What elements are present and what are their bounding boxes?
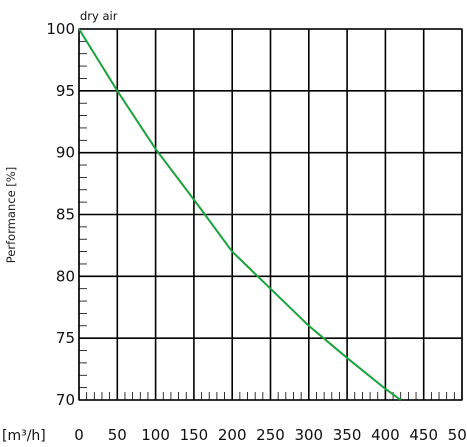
y-tick-label: 75: [56, 329, 75, 347]
minor-ticks: [78, 28, 463, 401]
x-tick-label: 150: [180, 426, 209, 444]
y-tick-label: 70: [56, 391, 75, 409]
x-tick-label: 400: [371, 426, 400, 444]
y-tick-label: 90: [56, 144, 75, 162]
x-tick-label: 200: [218, 426, 247, 444]
y-tick-label: 85: [56, 206, 75, 224]
y-tick-label: 100: [46, 20, 75, 38]
x-tick-label: 300: [294, 426, 323, 444]
chart-title: dry air: [80, 9, 118, 23]
x-tick-label: 500: [448, 426, 467, 444]
x-axis-unit: [m³/h]: [2, 428, 46, 444]
y-tick-label: 95: [56, 82, 75, 100]
series-line: [78, 28, 402, 401]
x-tick-label: 0: [74, 426, 84, 444]
series-layer: [78, 28, 402, 401]
x-tick-label: 250: [256, 426, 285, 444]
y-axis-label: Performance [%]: [4, 167, 18, 263]
x-tick-label: 100: [141, 426, 170, 444]
x-tick-label: 50: [108, 426, 127, 444]
x-tick-label: 350: [333, 426, 362, 444]
tick-labels: 70 75 80 85 90 95 100 0 50 100 150 200 250 300 350 400 4…: [46, 20, 467, 444]
y-tick-label: 80: [56, 267, 75, 285]
grid: [78, 28, 463, 401]
x-tick-label: 450: [409, 426, 438, 444]
